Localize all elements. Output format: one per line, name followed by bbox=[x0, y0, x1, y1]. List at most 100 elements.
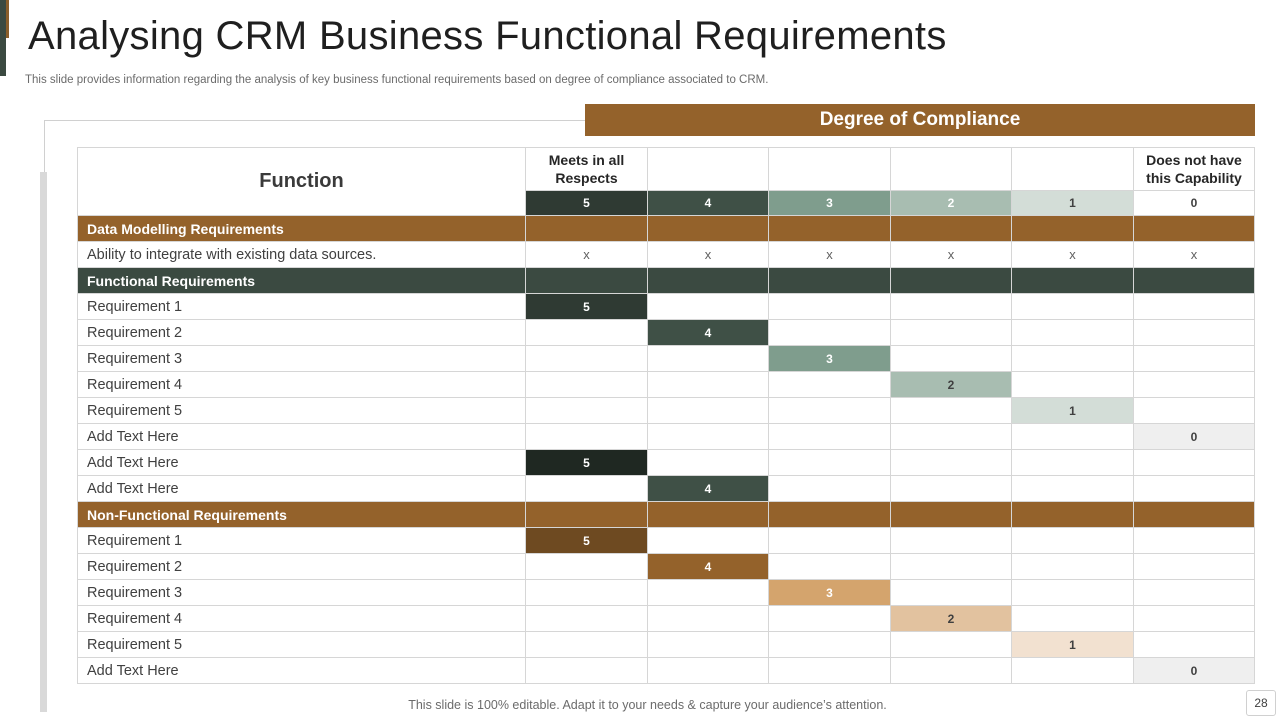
empty-cell bbox=[525, 371, 648, 398]
section-label: Functional Requirements bbox=[77, 267, 526, 294]
row-label: Requirement 4 bbox=[77, 371, 526, 398]
empty-cell bbox=[1011, 553, 1134, 580]
empty-cell bbox=[1011, 527, 1134, 554]
empty-cell bbox=[768, 631, 891, 658]
empty-cell bbox=[1133, 449, 1255, 476]
section-fill-cell bbox=[768, 267, 891, 294]
section-fill-cell bbox=[647, 215, 769, 242]
section-fill-cell bbox=[890, 501, 1012, 528]
empty-cell bbox=[768, 657, 891, 684]
empty-cell bbox=[647, 371, 769, 398]
empty-cell bbox=[890, 579, 1012, 606]
page-number: 28 bbox=[1246, 690, 1276, 716]
table-row: Ability to integrate with existing data … bbox=[77, 241, 1255, 268]
table-row: Requirement 2 4 bbox=[77, 319, 1255, 346]
level-cell: 2 bbox=[890, 190, 1012, 216]
empty-cell bbox=[890, 631, 1012, 658]
empty-cell bbox=[1011, 293, 1134, 320]
empty-cell bbox=[890, 527, 1012, 554]
col-header-5 bbox=[1011, 147, 1134, 191]
empty-cell bbox=[1011, 319, 1134, 346]
empty-cell bbox=[1133, 631, 1255, 658]
section-label: Non-Functional Requirements bbox=[77, 501, 526, 528]
empty-cell bbox=[647, 345, 769, 372]
empty-cell bbox=[647, 631, 769, 658]
empty-cell bbox=[525, 605, 648, 632]
row-label: Requirement 1 bbox=[77, 527, 526, 554]
row-label: Add Text Here bbox=[77, 423, 526, 450]
table-row: Requirement 2 4 bbox=[77, 553, 1255, 580]
empty-cell bbox=[1133, 397, 1255, 424]
x-mark: x bbox=[647, 241, 769, 268]
empty-cell bbox=[768, 397, 891, 424]
empty-cell bbox=[890, 553, 1012, 580]
compliance-value-cell: 5 bbox=[525, 293, 648, 320]
level-cell: 1 bbox=[1011, 190, 1134, 216]
row-label: Requirement 5 bbox=[77, 631, 526, 658]
empty-cell bbox=[890, 423, 1012, 450]
level-cell: 0 bbox=[1133, 190, 1255, 216]
empty-cell bbox=[1133, 345, 1255, 372]
x-mark: x bbox=[768, 241, 891, 268]
compliance-value-cell: 1 bbox=[1011, 631, 1134, 658]
empty-cell bbox=[890, 657, 1012, 684]
compliance-value-cell: 3 bbox=[768, 579, 891, 606]
row-label: Add Text Here bbox=[77, 657, 526, 684]
empty-cell bbox=[1133, 605, 1255, 632]
row-label: Add Text Here bbox=[77, 475, 526, 502]
empty-cell bbox=[768, 319, 891, 346]
empty-cell bbox=[890, 293, 1012, 320]
empty-cell bbox=[647, 449, 769, 476]
section-fill-cell bbox=[890, 215, 1012, 242]
section-fill-cell bbox=[525, 501, 648, 528]
col-header-2 bbox=[647, 147, 769, 191]
empty-cell bbox=[525, 657, 648, 684]
section-fill-cell bbox=[1011, 267, 1134, 294]
footer-note: This slide is 100% editable. Adapt it to… bbox=[408, 698, 887, 712]
empty-cell bbox=[647, 397, 769, 424]
section-fill-cell bbox=[647, 267, 769, 294]
empty-cell bbox=[890, 345, 1012, 372]
frame-top-line bbox=[44, 120, 589, 121]
empty-cell bbox=[1133, 293, 1255, 320]
empty-cell bbox=[1133, 553, 1255, 580]
compliance-value-cell: 4 bbox=[647, 319, 769, 346]
empty-cell bbox=[890, 475, 1012, 502]
empty-cell bbox=[768, 293, 891, 320]
section-fill-cell bbox=[1011, 501, 1134, 528]
col-header-4 bbox=[890, 147, 1012, 191]
function-header: Function bbox=[77, 147, 526, 216]
row-label: Requirement 3 bbox=[77, 579, 526, 606]
empty-cell bbox=[1011, 423, 1134, 450]
empty-cell bbox=[647, 579, 769, 606]
section-fill-cell bbox=[525, 215, 648, 242]
empty-cell bbox=[890, 449, 1012, 476]
empty-cell bbox=[525, 579, 648, 606]
empty-cell bbox=[647, 657, 769, 684]
compliance-table: Function Meets in all Respects Does not … bbox=[77, 147, 1255, 684]
section-fill-cell bbox=[1133, 501, 1255, 528]
table-row: Add Text Here 0 bbox=[77, 657, 1255, 684]
empty-cell bbox=[768, 371, 891, 398]
empty-cell bbox=[525, 553, 648, 580]
row-label: Requirement 5 bbox=[77, 397, 526, 424]
empty-cell bbox=[525, 397, 648, 424]
compliance-value-cell: 4 bbox=[647, 553, 769, 580]
empty-cell bbox=[525, 319, 648, 346]
title-accent-bar bbox=[0, 0, 9, 76]
empty-cell bbox=[1011, 371, 1134, 398]
table-row: Requirement 5 1 bbox=[77, 397, 1255, 424]
empty-cell bbox=[525, 631, 648, 658]
empty-cell bbox=[1011, 449, 1134, 476]
x-mark: x bbox=[525, 241, 648, 268]
empty-cell bbox=[1011, 605, 1134, 632]
table-row: Requirement 4 2 bbox=[77, 605, 1255, 632]
table-row: Requirement 4 2 bbox=[77, 371, 1255, 398]
header-row: Function Meets in all Respects Does not … bbox=[77, 147, 1255, 216]
empty-cell bbox=[1133, 319, 1255, 346]
row-label: Ability to integrate with existing data … bbox=[77, 241, 526, 268]
empty-cell bbox=[647, 423, 769, 450]
table-row: Requirement 3 3 bbox=[77, 345, 1255, 372]
